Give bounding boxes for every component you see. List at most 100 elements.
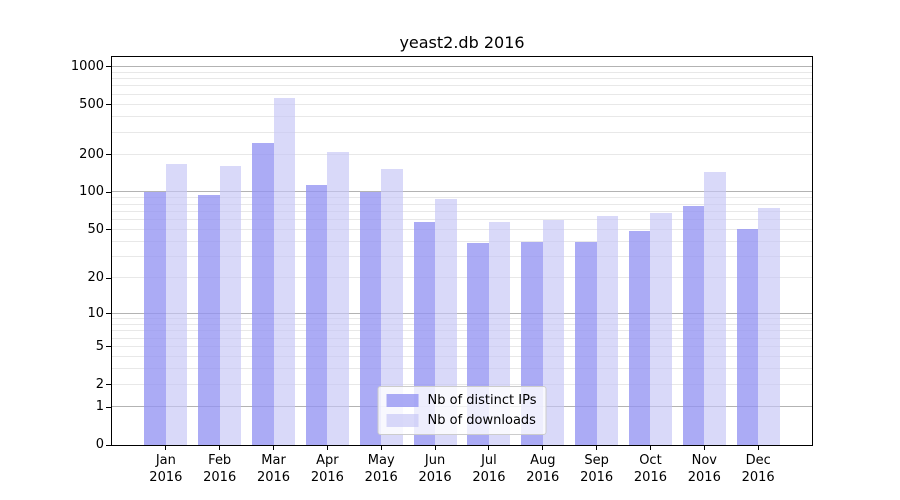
bar-ips-dec [736,228,759,445]
gridline-minor [112,93,812,95]
legend-swatch-downloads [386,414,419,427]
x-tick-month: Dec [745,453,771,468]
bar-downloads-jun [435,199,457,445]
bar-downloads-may [381,169,403,445]
y-tick-label: 1000 [70,58,104,74]
y-tick-label: 50 [87,221,104,237]
legend-row: Nb of downloads [386,413,537,428]
x-tick-month: May [367,453,395,468]
legend-label: Nb of downloads [427,413,536,428]
y-tick-mark [106,104,111,106]
x-tick-month: Jan [155,453,176,468]
x-tick-mark [649,446,651,450]
bar-ips-may [359,192,382,445]
x-tick-year: 2016 [633,470,667,485]
x-tick-year: 2016 [580,470,614,485]
bar-ips-sep [575,241,597,445]
legend-row: Nb of distinct IPs [386,393,537,408]
x-tick-month: Feb [208,453,232,468]
bar-ips-nov [682,205,705,445]
gridline-minor [112,345,812,347]
bar-downloads-aug [542,220,565,445]
y-tick-mark [106,406,111,408]
x-tick-mark [165,446,167,450]
x-tick-label: Aug 2016 [511,452,575,486]
gridline-major [112,312,812,314]
gridline-minor [112,240,812,242]
x-tick-year: 2016 [418,470,452,485]
x-tick-mark [488,446,490,450]
bar-ips-oct [628,230,651,445]
gridline-minor [112,85,812,87]
y-tick-label: 5 [95,338,104,354]
bar-ips-jan [144,192,166,445]
x-tick-month: Oct [639,453,662,468]
x-tick-label: Sep 2016 [565,452,629,486]
x-tick-month: Nov [691,453,717,468]
legend: Nb of distinct IPs Nb of downloads [377,386,547,435]
gridline-minor [112,323,812,325]
bars-layer [112,57,812,445]
gridline-minor [112,277,812,279]
x-tick-label: Feb 2016 [188,452,252,486]
x-tick-mark [434,446,436,450]
y-tick-mark [106,277,111,279]
x-tick-year: 2016 [472,470,506,485]
y-tick-label: 500 [79,96,104,112]
gridline-minor [112,355,812,357]
gridline-minor [112,71,812,73]
gridline-major [112,191,812,193]
gridline-minor [112,383,812,385]
y-tick-mark [106,154,111,156]
x-tick-mark [326,446,328,450]
x-tick-year: 2016 [364,470,398,485]
x-tick-label: Oct 2016 [618,452,682,486]
bar-downloads-jan [165,163,188,445]
y-tick-label: 200 [79,146,104,162]
x-tick-label: Jul 2016 [457,452,521,486]
gridline-minor [112,318,812,320]
legend-swatch-ips [386,394,419,407]
y-tick-label: 100 [79,184,104,200]
gridline-minor [112,219,812,221]
gridline-minor [112,197,812,199]
bar-ips-apr [305,185,328,445]
x-tick-label: Dec 2016 [726,452,790,486]
gridline-minor [112,330,812,332]
x-tick-label: May 2016 [349,452,413,486]
y-tick-label: 1 [95,399,104,415]
x-tick-mark [380,446,382,450]
gridline-minor [112,78,812,80]
bar-downloads-feb [219,165,242,445]
x-tick-month: Jul [481,453,497,468]
x-tick-mark [757,446,759,450]
x-tick-year: 2016 [526,470,560,485]
y-tick-mark [106,229,111,231]
bar-downloads-mar [273,97,296,445]
y-tick-mark [106,384,111,386]
x-tick-mark [703,446,705,450]
x-tick-mark [596,446,598,450]
x-tick-mark [273,446,275,450]
gridline-minor [112,203,812,205]
x-tick-month: Sep [584,453,609,468]
chart-title: yeast2.db 2016 [399,33,525,52]
x-tick-label: Jun 2016 [403,452,467,486]
x-tick-label: Jan 2016 [134,452,198,486]
x-tick-label: Mar 2016 [242,452,306,486]
y-tick-mark [106,313,111,315]
legend-label: Nb of distinct IPs [427,393,537,408]
y-tick-label: 20 [87,270,104,286]
gridline-minor [112,153,812,155]
y-tick-mark [106,66,111,68]
gridline-minor [112,116,812,118]
bar-ips-feb [198,194,220,445]
plot-area: Nb of distinct IPs Nb of downloads [111,56,813,446]
gridline-minor [112,228,812,230]
y-tick-mark [106,346,111,348]
y-tick-label: 2 [95,376,104,392]
y-tick-label: 10 [87,305,104,321]
x-tick-mark [542,446,544,450]
gridline-major [112,65,812,67]
